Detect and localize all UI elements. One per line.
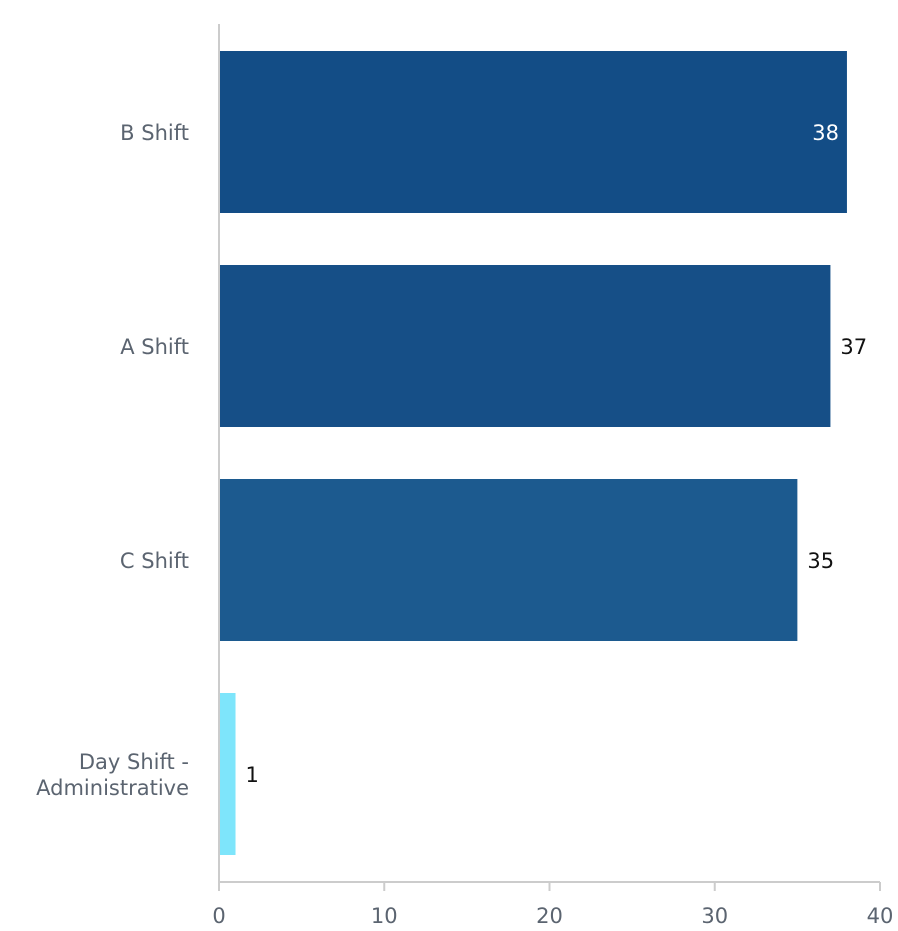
- category-label-0: B Shift: [120, 121, 189, 145]
- x-tick-label-4: 40: [867, 904, 894, 928]
- x-tick-label-3: 30: [701, 904, 728, 928]
- category-label-1: A Shift: [120, 335, 189, 359]
- bars: [219, 51, 847, 855]
- value-label-3: 1: [246, 763, 259, 787]
- bar-1: [219, 265, 831, 427]
- x-tick-label-0: 0: [212, 904, 225, 928]
- category-label-3-line-1: Administrative: [36, 776, 189, 800]
- bar-0: [219, 51, 847, 213]
- x-tick-label-1: 10: [371, 904, 398, 928]
- x-tick-label-2: 20: [536, 904, 563, 928]
- value-label-0: 38: [812, 121, 839, 145]
- bar-3: [219, 693, 236, 855]
- value-label-2: 35: [807, 549, 834, 573]
- value-labels: 38 37 35 1: [246, 121, 868, 787]
- category-label-2: C Shift: [120, 549, 189, 573]
- category-labels: B Shift A Shift C Shift Day Shift -Administ…: [36, 121, 189, 800]
- x-axis-ticks: 0 10 20 30 40: [212, 882, 893, 928]
- value-label-1: 37: [840, 335, 867, 359]
- bar-2: [219, 479, 798, 641]
- category-label-3-line-0: Day Shift -: [79, 750, 189, 774]
